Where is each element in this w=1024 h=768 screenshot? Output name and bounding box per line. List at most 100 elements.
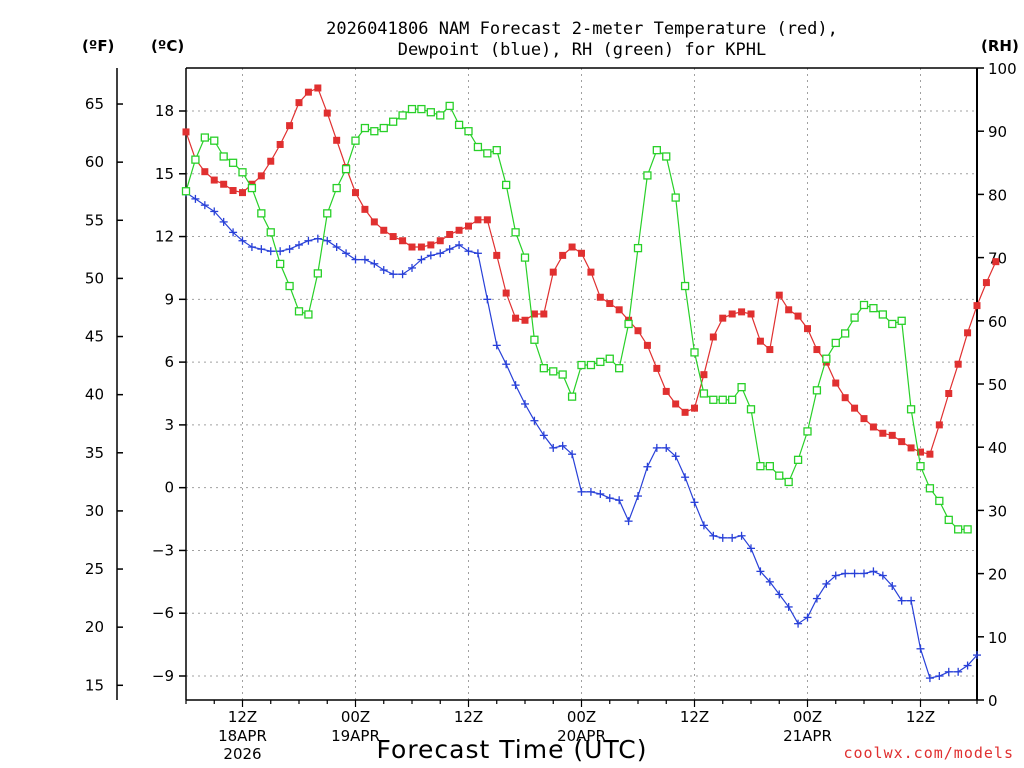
rh-point [652,146,661,155]
dewpoint-point [313,234,322,243]
dewpoint-point [860,569,868,578]
rh-point [859,300,869,310]
2-meter-temperature-point [596,293,604,301]
rh-point [869,304,878,313]
dewpoint-point [200,201,209,210]
dewpoint-point [794,619,803,628]
rh-point [775,471,784,480]
dewpoint-point [897,596,906,605]
dewpoint-point [539,431,548,440]
x-tick-label: 00Z [567,708,596,726]
celsius-tick-label: 6 [164,353,174,371]
rh-point [831,338,840,348]
dewpoint-point [426,251,435,260]
dewpoint-point [295,240,303,249]
dewpoint-point [511,381,520,390]
rh-point [643,171,652,180]
rh-point [567,392,577,401]
2-meter-temperature-point [352,189,359,197]
2-meter-temperature-point [201,168,209,176]
2-meter-temperature-point [634,327,642,335]
2-meter-temperature-point [380,226,388,234]
rh-point [370,127,379,136]
2-meter-temperature-point [323,109,331,117]
x-tick-label: 12Z [906,708,935,726]
2-meter-temperature-point [276,140,284,148]
dewpoint-point [605,494,614,503]
fahrenheit-tick-label: 65 [85,95,104,113]
2-meter-temperature-point [681,408,689,416]
2-meter-temperature-point [766,346,774,354]
rh-point [803,427,812,436]
2-meter-temperature-point [587,268,595,276]
rh-point [530,335,539,344]
rh-point [285,281,294,291]
unit-label-celsius: (ºC) [151,37,184,55]
rh-point [925,484,935,493]
rh-point [680,281,690,291]
rh-point [360,123,370,133]
rh-point [483,149,492,158]
dewpoint-point [351,255,360,264]
rh-tick-label: 60 [988,313,1007,331]
rh-point [379,123,388,133]
dewpoint-point [869,567,878,576]
axes: 65605550454035302520151815129630−3−6−910… [85,60,1017,763]
dewpoint-point [577,487,586,496]
dewpoint-point [718,533,727,542]
2-meter-temperature-point [257,172,265,180]
rh-point [718,395,727,404]
rh-line [185,104,968,530]
2-meter-temperature-point [229,187,237,195]
rh-point [294,307,304,316]
dewpoint-point [850,569,859,578]
grid-lines [186,68,977,700]
rh-point [539,364,548,373]
rh-point [426,108,435,117]
2-meter-temperature-point [747,310,755,318]
celsius-tick-label: −3 [152,541,174,559]
rh-point [671,193,680,202]
rh-point [963,525,972,534]
2-meter-temperature-point [907,444,915,452]
2-meter-temperature-point [417,243,425,251]
dewpoint-point [681,473,690,482]
2-meter-temperature-point [483,216,491,224]
dewpoint-point [304,236,313,245]
rh-point [351,136,360,145]
2-meter-temperature-point [182,128,190,136]
2-meter-temperature-point [662,387,670,395]
celsius-tick-label: 3 [164,416,174,434]
chart-title-line2: Dewpoint (blue), RH (green) for KPHL [398,40,766,60]
dewpoint-point [332,243,341,252]
2-meter-temperature-point [643,341,651,349]
dewpoint-point [379,266,388,275]
dewpoint-point [737,531,746,540]
dewpoint-point [831,571,840,580]
rh-point [304,310,313,319]
rh-point [709,395,718,404]
dewpoint-point [558,441,567,450]
rh-point [624,319,633,329]
fahrenheit-tick-label: 40 [85,386,104,404]
rh-tick-label: 0 [988,692,998,710]
dewpoint-point [888,582,897,591]
rh-point [633,243,643,253]
x-tick-label: 00Z [793,708,822,726]
2-meter-temperature-point [370,218,378,226]
unit-label-rh: (RH) [981,37,1019,55]
2-meter-temperature-point [267,157,275,165]
dewpoint-point [907,596,916,605]
2-meter-temperature-point [446,230,454,238]
rh-point [398,111,407,120]
rh-point [549,367,558,376]
dewpoint-point [747,544,755,553]
dewpoint-point [323,236,332,245]
dewpoint-point [624,517,633,526]
credit-text: coolwx.com/models [843,744,1014,762]
rh-point [266,228,275,237]
rh-point [586,360,596,370]
rh-point [502,180,511,190]
rh-point [841,329,850,338]
